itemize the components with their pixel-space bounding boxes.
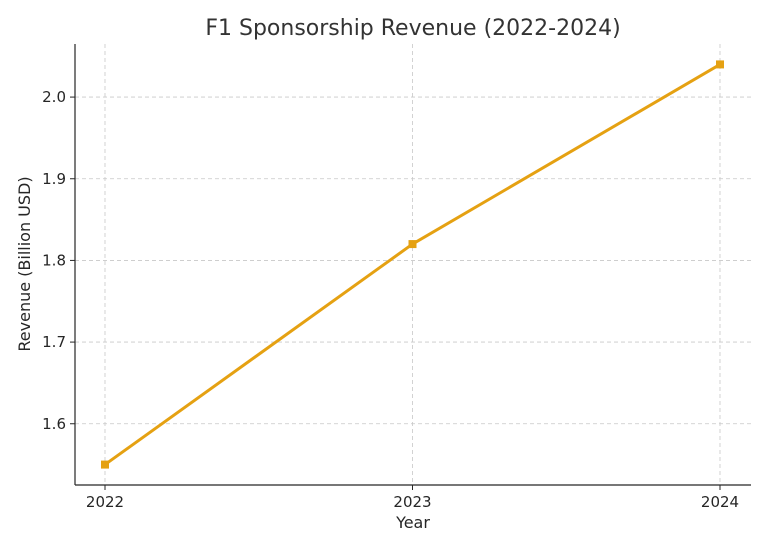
y-tick-label: 1.8 xyxy=(42,251,66,269)
y-axis-label: Revenue (Billion USD) xyxy=(15,176,34,351)
y-tick-label: 1.7 xyxy=(42,333,66,351)
y-ticks: 1.6 1.7 1.8 1.9 2.0 xyxy=(42,88,75,433)
x-ticks: 2022 2023 2024 xyxy=(86,485,739,511)
x-tick-label: 2023 xyxy=(393,493,431,511)
x-tick-label: 2024 xyxy=(701,493,739,511)
y-tick-label: 1.6 xyxy=(42,415,66,433)
axes xyxy=(74,44,751,486)
grid-lines xyxy=(75,44,751,485)
data-point-marker xyxy=(716,60,724,69)
data-point-marker xyxy=(408,240,417,249)
y-tick-label: 1.9 xyxy=(42,170,66,188)
x-tick-label: 2022 xyxy=(86,493,124,511)
data-point-marker xyxy=(101,460,109,469)
y-tick-label: 2.0 xyxy=(42,88,66,106)
x-axis-label: Year xyxy=(395,513,430,532)
series-layer xyxy=(101,60,724,469)
chart-title: F1 Sponsorship Revenue (2022-2024) xyxy=(205,16,620,41)
